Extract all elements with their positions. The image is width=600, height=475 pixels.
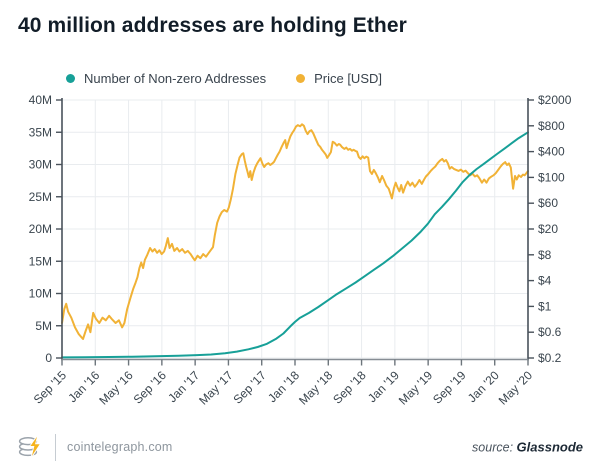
svg-text:40M: 40M xyxy=(29,93,52,107)
svg-text:May '18: May '18 xyxy=(296,368,336,408)
svg-text:Sep '17: Sep '17 xyxy=(230,368,269,407)
svg-text:35M: 35M xyxy=(29,125,52,139)
svg-text:$0.2: $0.2 xyxy=(538,351,562,365)
svg-text:$8: $8 xyxy=(538,248,552,262)
svg-text:$400: $400 xyxy=(538,145,565,159)
footer: cointelegraph.com source: Glassnode xyxy=(0,430,600,464)
svg-text:15M: 15M xyxy=(29,254,52,268)
svg-text:$1: $1 xyxy=(538,299,552,313)
svg-text:$100: $100 xyxy=(538,170,565,184)
svg-text:May '17: May '17 xyxy=(196,368,236,408)
source-name: Glassnode xyxy=(516,439,583,455)
svg-text:Sep '16: Sep '16 xyxy=(131,368,170,407)
chart-legend: Number of Non-zero Addresses Price [USD] xyxy=(66,71,382,86)
svg-text:May '16: May '16 xyxy=(96,368,136,408)
cointelegraph-logo-icon xyxy=(18,434,42,459)
site-link[interactable]: cointelegraph.com xyxy=(67,440,173,454)
lightning-bolt-icon xyxy=(28,434,42,459)
svg-text:$60: $60 xyxy=(538,196,558,210)
svg-text:$2000: $2000 xyxy=(538,93,572,107)
brand: cointelegraph.com xyxy=(17,432,173,462)
legend-label-price: Price [USD] xyxy=(314,71,382,86)
svg-text:10M: 10M xyxy=(29,287,52,301)
page-title: 40 million addresses are holding Ether xyxy=(18,14,407,37)
svg-text:0: 0 xyxy=(45,351,52,365)
source-credit: source: Glassnode xyxy=(472,440,583,455)
svg-text:May '19: May '19 xyxy=(396,368,436,408)
svg-text:20M: 20M xyxy=(29,222,52,236)
legend-item-addresses[interactable]: Number of Non-zero Addresses xyxy=(66,71,266,86)
svg-text:Sep '18: Sep '18 xyxy=(330,368,369,407)
svg-text:$0.6: $0.6 xyxy=(538,325,562,339)
legend-dot-price-icon xyxy=(296,74,306,83)
svg-text:30M: 30M xyxy=(29,158,52,172)
svg-text:$800: $800 xyxy=(538,119,565,133)
svg-text:25M: 25M xyxy=(29,190,52,204)
svg-text:$20: $20 xyxy=(538,222,558,236)
legend-dot-addresses-icon xyxy=(66,74,75,83)
svg-text:May '20: May '20 xyxy=(496,368,536,408)
svg-text:$4: $4 xyxy=(538,274,552,288)
legend-item-price[interactable]: Price [USD] xyxy=(296,71,382,86)
price-line xyxy=(61,123,529,340)
svg-text:Sep '19: Sep '19 xyxy=(430,368,469,407)
addresses-line xyxy=(61,131,529,359)
brand-divider xyxy=(55,433,56,461)
source-prefix: source: xyxy=(472,440,514,455)
svg-text:Sep '15: Sep '15 xyxy=(31,368,70,407)
svg-text:5M: 5M xyxy=(35,319,52,333)
legend-label-addresses: Number of Non-zero Addresses xyxy=(84,71,267,86)
